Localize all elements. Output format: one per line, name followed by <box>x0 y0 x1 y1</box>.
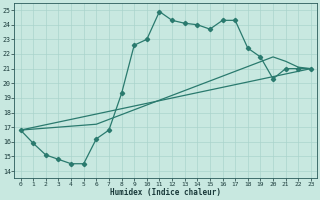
X-axis label: Humidex (Indice chaleur): Humidex (Indice chaleur) <box>110 188 221 197</box>
